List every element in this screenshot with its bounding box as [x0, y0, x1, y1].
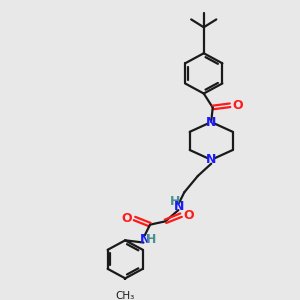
- Text: O: O: [122, 212, 132, 225]
- Text: O: O: [232, 99, 243, 112]
- Text: N: N: [206, 116, 216, 128]
- Text: H: H: [170, 195, 181, 208]
- Text: CH₃: CH₃: [116, 291, 135, 300]
- Text: N: N: [140, 233, 150, 246]
- Text: O: O: [183, 208, 194, 222]
- Text: H: H: [146, 233, 156, 246]
- Text: N: N: [174, 200, 184, 213]
- Text: N: N: [206, 153, 216, 166]
